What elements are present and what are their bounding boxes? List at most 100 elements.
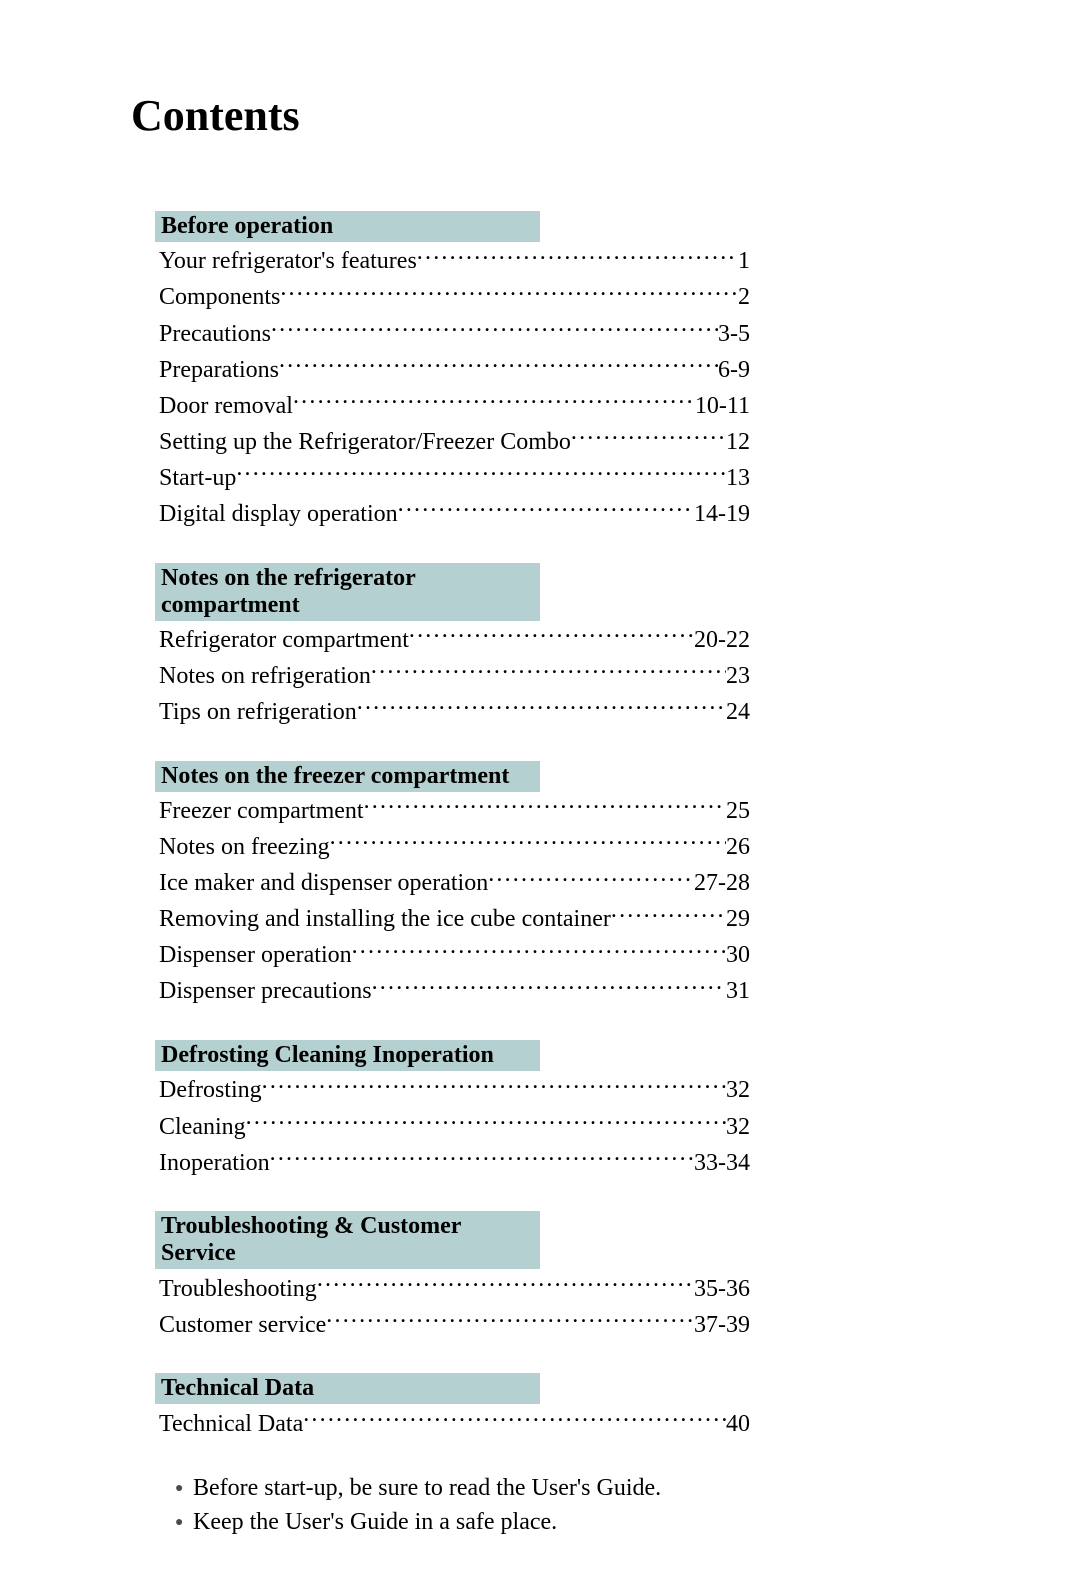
toc-page: 32 [726, 1112, 750, 1144]
toc-page: 27-28 [694, 868, 750, 900]
toc-page: 23 [726, 661, 750, 693]
toc-page: 20-22 [694, 625, 750, 657]
toc-label: Your refrigerator's features [155, 246, 417, 278]
page-title: Contents [131, 90, 950, 141]
toc-row: Start-up 13 [155, 458, 750, 494]
toc-dots [372, 972, 726, 998]
toc-label: Components [155, 282, 280, 314]
toc-page: 37-39 [694, 1310, 750, 1342]
toc-dots [371, 657, 726, 683]
toc-page: 31 [726, 976, 750, 1008]
toc-label: Notes on refrigeration [155, 661, 371, 693]
toc-row: Defrosting 32 [155, 1071, 750, 1107]
toc-row: Digital display operation14-19 [155, 494, 750, 530]
toc-dots [357, 693, 726, 719]
toc-row: Precautions 3-5 [155, 314, 750, 350]
toc-label: Dispenser operation [155, 940, 352, 972]
bullet-text: Keep the User's Guide in a safe place. [193, 1506, 557, 1539]
toc-dots [364, 792, 726, 818]
toc-row: Refrigerator compartment 20-22 [155, 621, 750, 657]
toc-label: Freezer compartment [155, 796, 364, 828]
toc-dots [280, 278, 738, 304]
toc-dots [246, 1107, 726, 1133]
toc-label: Refrigerator compartment [155, 625, 409, 657]
toc-page: 26 [726, 832, 750, 864]
toc-label: Start-up [155, 463, 236, 495]
toc-label: Technical Data [155, 1409, 303, 1441]
toc-row: Your refrigerator's features 1 [155, 242, 750, 278]
toc-label: Cleaning [155, 1112, 246, 1144]
toc-dots [271, 314, 718, 340]
toc-dots [293, 386, 695, 412]
toc-row: Freezer compartment25 [155, 792, 750, 828]
section-troubleshooting: Troubleshooting & Customer Service Troub… [155, 1211, 950, 1341]
toc-page: 1 [738, 246, 750, 278]
toc-content: Before operation Your refrigerator's fea… [155, 211, 950, 1539]
toc-label: Notes on freezing [155, 832, 330, 864]
toc-row: Dispenser precautions 31 [155, 972, 750, 1008]
toc-row: Inoperation 33-34 [155, 1143, 750, 1179]
toc-dots [398, 494, 694, 520]
toc-row: Removing and installing the ice cube con… [155, 900, 750, 936]
toc-label: Customer service [155, 1310, 326, 1342]
toc-page: 32 [726, 1075, 750, 1107]
toc-page: 10-11 [695, 391, 750, 423]
toc-label: Defrosting [155, 1075, 262, 1107]
section-header: Defrosting Cleaning Inoperation [155, 1040, 540, 1071]
toc-label: Troubleshooting [155, 1274, 317, 1306]
toc-row: Door removal 10-11 [155, 386, 750, 422]
toc-label: Inoperation [155, 1148, 270, 1180]
toc-row: Notes on refrigeration 23 [155, 657, 750, 693]
section-header: Before operation [155, 211, 540, 242]
footnote-bullets: ● Before start-up, be sure to read the U… [175, 1472, 950, 1538]
section-refrigerator-notes: Notes on the refrigerator compartment Re… [155, 563, 950, 729]
toc-label: Ice maker and dispenser operation [155, 868, 488, 900]
section-before-operation: Before operation Your refrigerator's fea… [155, 211, 950, 531]
toc-page: 29 [726, 904, 750, 936]
toc-page: 3-5 [718, 319, 750, 351]
page: Contents Before operation Your refrigera… [0, 0, 1080, 1539]
section-freezer-notes: Notes on the freezer compartment Freezer… [155, 761, 950, 1008]
toc-row: Technical Data 40 [155, 1404, 750, 1440]
toc-row: Ice maker and dispenser operation 27-28 [155, 864, 750, 900]
toc-page: 40 [726, 1409, 750, 1441]
toc-dots [571, 422, 726, 448]
toc-dots [236, 458, 726, 484]
bullet-icon: ● [175, 1513, 193, 1532]
toc-label: Digital display operation [155, 499, 398, 531]
toc-dots [611, 900, 726, 926]
toc-row: Dispenser operation 30 [155, 936, 750, 972]
toc-dots [352, 936, 726, 962]
toc-page: 13 [726, 463, 750, 495]
toc-row: Preparations6-9 [155, 350, 750, 386]
toc-row: Customer service 37-39 [155, 1305, 750, 1341]
toc-dots [409, 621, 694, 647]
toc-row: Tips on refrigeration 24 [155, 693, 750, 729]
toc-dots [417, 242, 738, 268]
toc-dots [330, 828, 726, 854]
toc-row: Setting up the Refrigerator/Freezer Comb… [155, 422, 750, 458]
section-header: Technical Data [155, 1373, 540, 1404]
toc-dots [303, 1404, 726, 1430]
toc-row: Components 2 [155, 278, 750, 314]
bullet-item: ● Before start-up, be sure to read the U… [175, 1472, 950, 1505]
bullet-item: ● Keep the User's Guide in a safe place. [175, 1506, 950, 1539]
toc-label: Dispenser precautions [155, 976, 372, 1008]
bullet-icon: ● [175, 1479, 193, 1498]
toc-page: 12 [726, 427, 750, 459]
section-header: Notes on the freezer compartment [155, 761, 540, 792]
toc-page: 30 [726, 940, 750, 972]
toc-label: Tips on refrigeration [155, 697, 357, 729]
toc-dots [488, 864, 694, 890]
toc-row: Cleaning 32 [155, 1107, 750, 1143]
toc-dots [270, 1143, 694, 1169]
toc-page: 33-34 [694, 1148, 750, 1180]
toc-page: 6-9 [718, 355, 750, 387]
toc-dots [317, 1269, 694, 1295]
toc-page: 24 [726, 697, 750, 729]
toc-label: Precautions [155, 319, 271, 351]
toc-dots [262, 1071, 726, 1097]
toc-label: Door removal [155, 391, 293, 423]
section-header: Troubleshooting & Customer Service [155, 1211, 540, 1269]
toc-page: 2 [738, 282, 750, 314]
